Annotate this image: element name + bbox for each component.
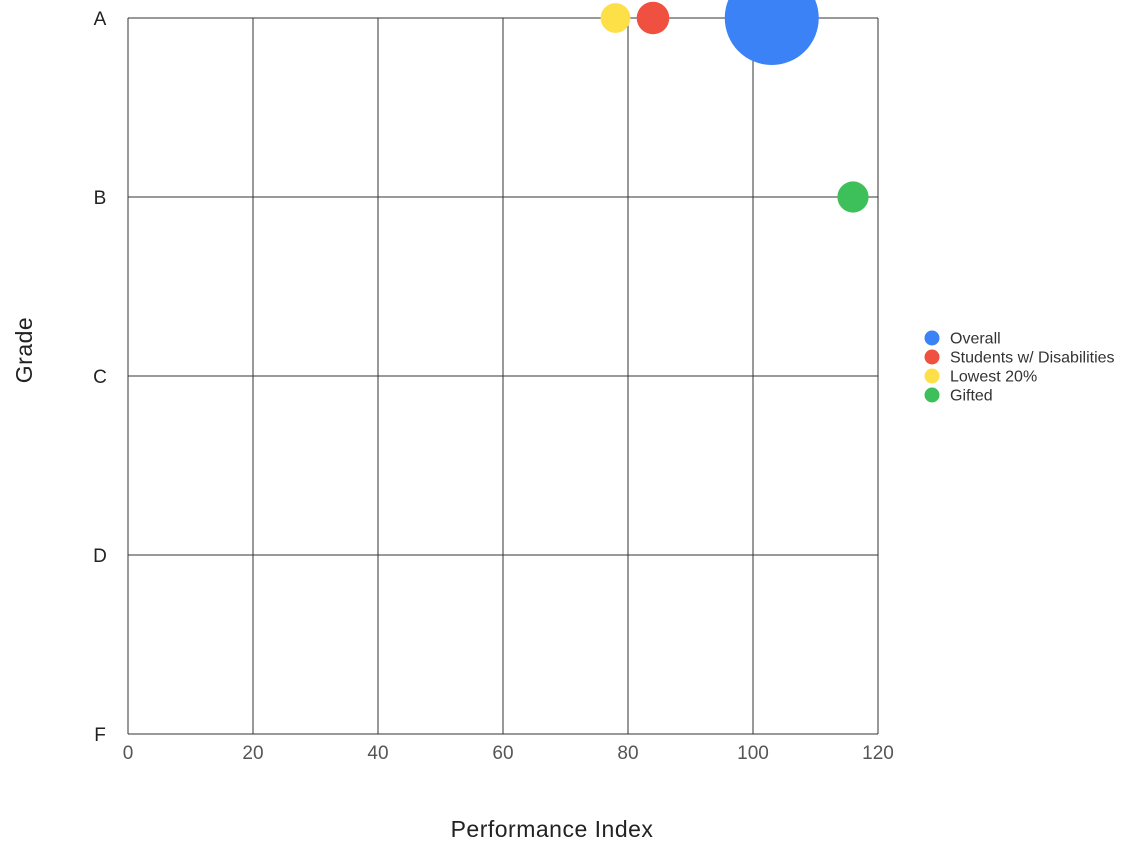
x-tick-label: 100 [737,743,769,764]
bubble [837,181,869,213]
legend-label: Lowest 20% [950,369,1037,386]
x-axis-ticks: 0 20 40 60 80 100 120 [123,743,894,764]
legend: Overall Students w/ Disabilities Lowest 20… [924,330,1115,405]
x-tick-label: 0 [123,743,134,764]
legend-marker [924,330,940,346]
y-tick-label: C [93,367,107,388]
legend-label: Gifted [950,388,993,405]
legend-marker [924,387,940,403]
x-tick-label: 20 [242,743,263,764]
legend-label: Students w/ Disabilities [950,350,1115,367]
legend-marker [924,349,940,365]
bubbles [600,0,869,213]
x-axis-title: Performance Index [451,816,654,842]
legend-marker [924,368,940,384]
y-axis-title: Grade [11,317,37,383]
x-tick-label: 120 [862,743,894,764]
grid-lines [127,17,879,735]
y-tick-label: F [94,725,106,746]
y-tick-label: B [94,188,107,209]
x-tick-label: 60 [492,743,513,764]
y-tick-label: D [93,546,107,567]
x-tick-label: 40 [367,743,388,764]
bubble [636,1,670,35]
legend-label: Overall [950,331,1001,348]
y-tick-label: A [94,9,107,30]
y-axis-ticks: A B C D F [93,9,107,746]
bubble [600,3,631,33]
x-tick-label: 80 [617,743,638,764]
bubble [724,0,819,65]
